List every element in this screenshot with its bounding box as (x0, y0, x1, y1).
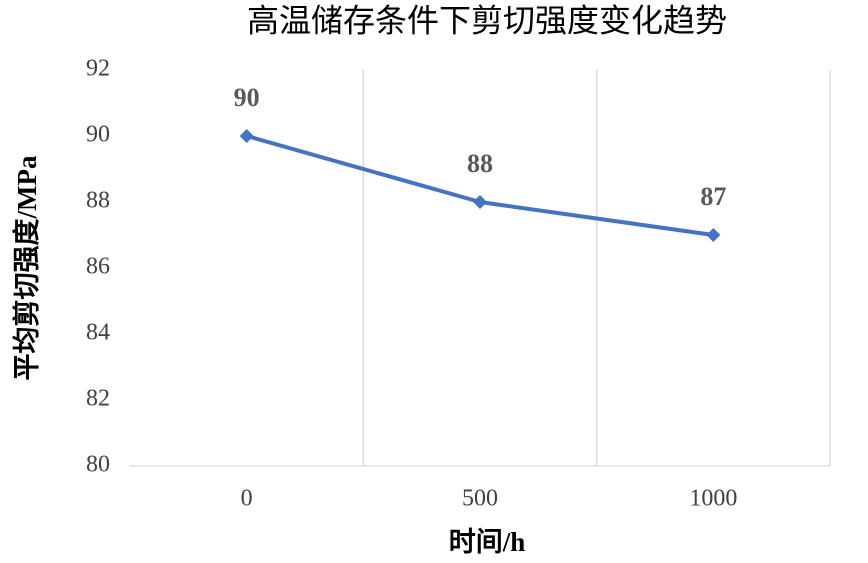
chart-title: 高温储存条件下剪切强度变化趋势 (247, 2, 727, 38)
data-label: 87 (700, 182, 726, 211)
y-tick-label: 92 (86, 56, 110, 82)
x-tick-label: 0 (241, 486, 253, 512)
y-tick-label: 88 (86, 188, 110, 214)
y-tick-label: 84 (86, 320, 110, 346)
x-tick-label: 500 (462, 486, 498, 512)
y-axis-title: 平均剪切强度/MPa (11, 155, 42, 380)
marker (473, 195, 487, 209)
marker (706, 228, 721, 242)
y-tick-label: 90 (86, 122, 110, 148)
y-tick-label: 86 (86, 254, 110, 280)
data-label: 90 (234, 83, 260, 112)
x-axis-title: 时间/h (449, 527, 526, 557)
data-label: 88 (467, 149, 493, 178)
y-tick-label: 82 (86, 386, 110, 412)
y-tick-label: 80 (86, 452, 110, 478)
marker (239, 129, 254, 143)
x-tick-label: 1000 (689, 486, 737, 512)
